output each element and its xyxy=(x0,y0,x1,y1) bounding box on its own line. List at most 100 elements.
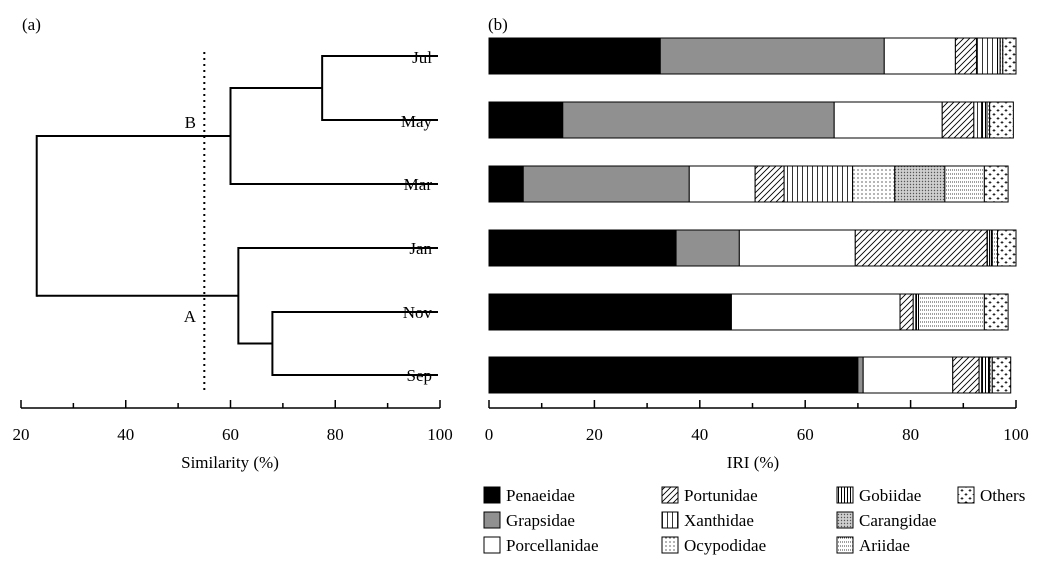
bar-segment-jul-grapsidae xyxy=(659,37,885,75)
iri-tick-label-80: 80 xyxy=(902,425,919,444)
stacked-bars xyxy=(488,37,1017,394)
bar-segment-nov-portunidae xyxy=(899,293,914,331)
iri-tick-label-0: 0 xyxy=(485,425,494,444)
bar-segment-jul-xanthidae xyxy=(975,37,999,75)
legend-swatch-xanthidae xyxy=(661,511,679,529)
bar-segment-jan-grapsidae xyxy=(675,229,740,267)
legend-swatch-others xyxy=(957,486,975,504)
bar-segment-jul-porcellanidae xyxy=(883,37,956,75)
leaf-label-nov: Nov xyxy=(403,303,433,322)
bar-segment-sep-grapsidae xyxy=(857,356,864,394)
bar-segment-may-grapsidae xyxy=(562,101,835,139)
legend-item-gobiidae: Gobiidae xyxy=(836,486,921,505)
leaf-label-sep: Sep xyxy=(407,366,433,385)
dendrogram-panel: (a) Jul May Mar Jan Nov Sep B A 20 40 60… xyxy=(13,15,453,472)
cluster-label-a: A xyxy=(184,307,197,326)
legend-item-carangidae: Carangidae xyxy=(836,511,936,530)
bar-segment-jan-ariidae xyxy=(991,229,999,267)
iri-tick-labels: 0 20 40 60 80 100 xyxy=(485,425,1029,444)
legend-swatch-carangidae xyxy=(836,511,854,529)
similarity-tick-label-100: 100 xyxy=(427,425,453,444)
legend-item-others: Others xyxy=(957,486,1025,505)
legend-swatch-penaeidae xyxy=(483,486,501,504)
legend-swatch-portunidae xyxy=(661,486,679,504)
leaf-label-mar: Mar xyxy=(404,175,433,194)
legend-label-portunidae: Portunidae xyxy=(684,486,758,505)
iri-axis-title: IRI (%) xyxy=(727,453,779,472)
bar-segment-mar-others xyxy=(983,165,1009,203)
bar-segment-may-portunidae xyxy=(941,101,975,139)
legend-label-gobiidae: Gobiidae xyxy=(859,486,921,505)
legend-label-grapsidae: Grapsidae xyxy=(506,511,575,530)
iri-tick-label-20: 20 xyxy=(586,425,603,444)
bar-segment-nov-penaeidae xyxy=(488,293,732,331)
legend-label-porcellanidae: Porcellanidae xyxy=(506,536,599,555)
bar-segment-sep-gobiidae xyxy=(981,356,991,394)
bar-segment-mar-grapsidae xyxy=(522,165,690,203)
bar-segment-mar-carangidae xyxy=(894,165,946,203)
bar-segment-sep-penaeidae xyxy=(488,356,859,394)
legend-label-carangidae: Carangidae xyxy=(859,511,936,530)
legend-item-porcellanidae: Porcellanidae xyxy=(483,536,599,555)
bar-segment-mar-portunidae xyxy=(754,165,785,203)
legend-swatch-grapsidae xyxy=(483,511,501,529)
similarity-axis xyxy=(20,400,441,409)
legend-label-ariidae: Ariidae xyxy=(859,536,910,555)
bar-segment-mar-penaeidae xyxy=(488,165,524,203)
legend-label-ocypodidae: Ocypodidae xyxy=(684,536,766,555)
legend-swatch-gobiidae xyxy=(836,486,854,504)
legend-item-xanthidae: Xanthidae xyxy=(661,511,754,530)
legend-item-penaeidae: Penaeidae xyxy=(483,486,575,505)
iri-tick-label-60: 60 xyxy=(797,425,814,444)
iri-tick-label-40: 40 xyxy=(691,425,708,444)
bar-segment-may-xanthidae xyxy=(973,101,983,139)
legend-swatch-ariidae xyxy=(836,536,854,554)
iri-tick-label-100: 100 xyxy=(1003,425,1029,444)
bar-segment-jul-others xyxy=(1002,37,1017,75)
bar-segment-mar-ocypodidae xyxy=(852,165,896,203)
panel-b-label: (b) xyxy=(488,15,508,34)
bar-segment-may-others xyxy=(989,101,1014,139)
legend-item-portunidae: Portunidae xyxy=(661,486,758,505)
bar-segment-sep-others xyxy=(991,356,1012,394)
legend-item-grapsidae: Grapsidae xyxy=(483,511,575,530)
similarity-tick-label-40: 40 xyxy=(117,425,134,444)
bar-segment-may-porcellanidae xyxy=(833,101,943,139)
legend-swatch-ocypodidae xyxy=(661,536,679,554)
bar-segment-jan-porcellanidae xyxy=(738,229,856,267)
bar-segment-sep-portunidae xyxy=(952,356,980,394)
similarity-tick-label-80: 80 xyxy=(327,425,344,444)
legend-label-xanthidae: Xanthidae xyxy=(684,511,754,530)
iri-axis xyxy=(488,400,1017,409)
bar-segment-nov-others xyxy=(983,293,1009,331)
bar-segment-sep-porcellanidae xyxy=(862,356,954,394)
bar-segment-jul-portunidae xyxy=(954,37,977,75)
leaf-label-jul: Jul xyxy=(412,48,432,67)
dendrogram-leaf-labels: Jul May Mar Jan Nov Sep xyxy=(401,48,433,385)
bar-segment-jan-portunidae xyxy=(854,229,988,267)
leaf-label-may: May xyxy=(401,112,433,131)
panel-a-label: (a) xyxy=(22,15,41,34)
legend-swatch-porcellanidae xyxy=(483,536,501,554)
leaf-label-jan: Jan xyxy=(409,239,432,258)
dendrogram-branches xyxy=(35,55,438,376)
bar-segment-may-penaeidae xyxy=(488,101,564,139)
similarity-tick-label-20: 20 xyxy=(13,425,30,444)
bar-segment-jan-others xyxy=(997,229,1017,267)
bar-segment-jul-penaeidae xyxy=(488,37,661,75)
similarity-tick-labels: 20 40 60 80 100 xyxy=(13,425,453,444)
bar-segment-mar-ariidae xyxy=(944,165,985,203)
legend-item-ocypodidae: Ocypodidae xyxy=(661,536,766,555)
bar-segment-jan-penaeidae xyxy=(488,229,677,267)
bar-segment-nov-ariidae xyxy=(918,293,985,331)
bar-segment-may-gobiidae xyxy=(981,101,988,139)
legend-item-ariidae: Ariidae xyxy=(836,536,910,555)
similarity-tick-label-60: 60 xyxy=(222,425,239,444)
bar-segment-mar-porcellanidae xyxy=(688,165,756,203)
cluster-label-b: B xyxy=(185,113,196,132)
bar-segment-nov-porcellanidae xyxy=(730,293,901,331)
legend-label-penaeidae: Penaeidae xyxy=(506,486,575,505)
legend-label-others: Others xyxy=(980,486,1025,505)
iri-stacked-bar-panel: (b) 0 20 40 60 80 100 IRI (%) Penaeidae … xyxy=(483,15,1029,555)
